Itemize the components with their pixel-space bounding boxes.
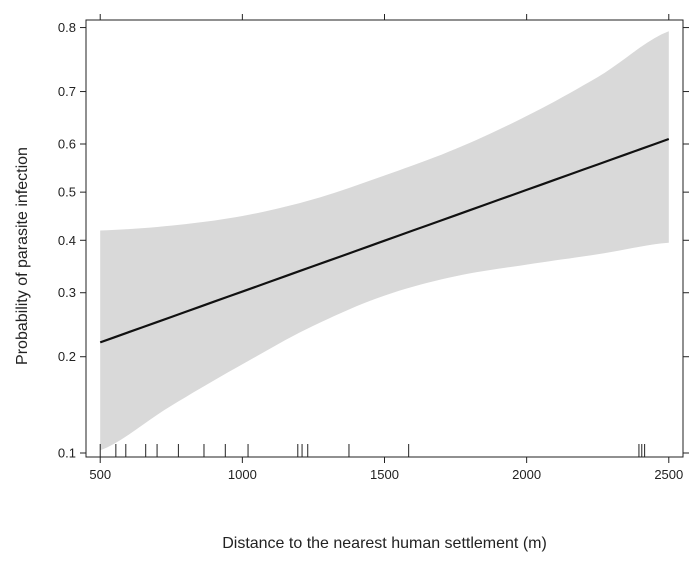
x-tick-label: 1000 (228, 467, 257, 482)
x-tick-label: 2500 (654, 467, 683, 482)
y-axis: 0.1 0.2 0.3 0.4 0.5 0.6 0.7 0.8 (58, 20, 689, 460)
x-tick-label: 2000 (512, 467, 541, 482)
x-tick-label: 500 (89, 467, 111, 482)
y-tick-label: 0.5 (58, 185, 76, 200)
y-axis-title: Probability of parasite infection (14, 147, 31, 365)
rug-layer (99, 444, 646, 457)
y-tick-label: 0.1 (58, 445, 76, 460)
y-tick-label: 0.6 (58, 137, 76, 152)
y-tick-label: 0.7 (58, 84, 76, 99)
x-axis: 500 1000 1500 2000 2500 (89, 14, 683, 482)
y-tick-label: 0.3 (58, 285, 76, 300)
fit-line (99, 137, 670, 344)
y-tick-label: 0.8 (58, 20, 76, 35)
y-tick-label: 0.2 (58, 349, 76, 364)
y-tick-label: 0.4 (58, 233, 76, 248)
x-axis-title: Distance to the nearest human settlement… (222, 535, 547, 552)
fit-line-layer (99, 137, 670, 344)
x-tick-label: 1500 (370, 467, 399, 482)
